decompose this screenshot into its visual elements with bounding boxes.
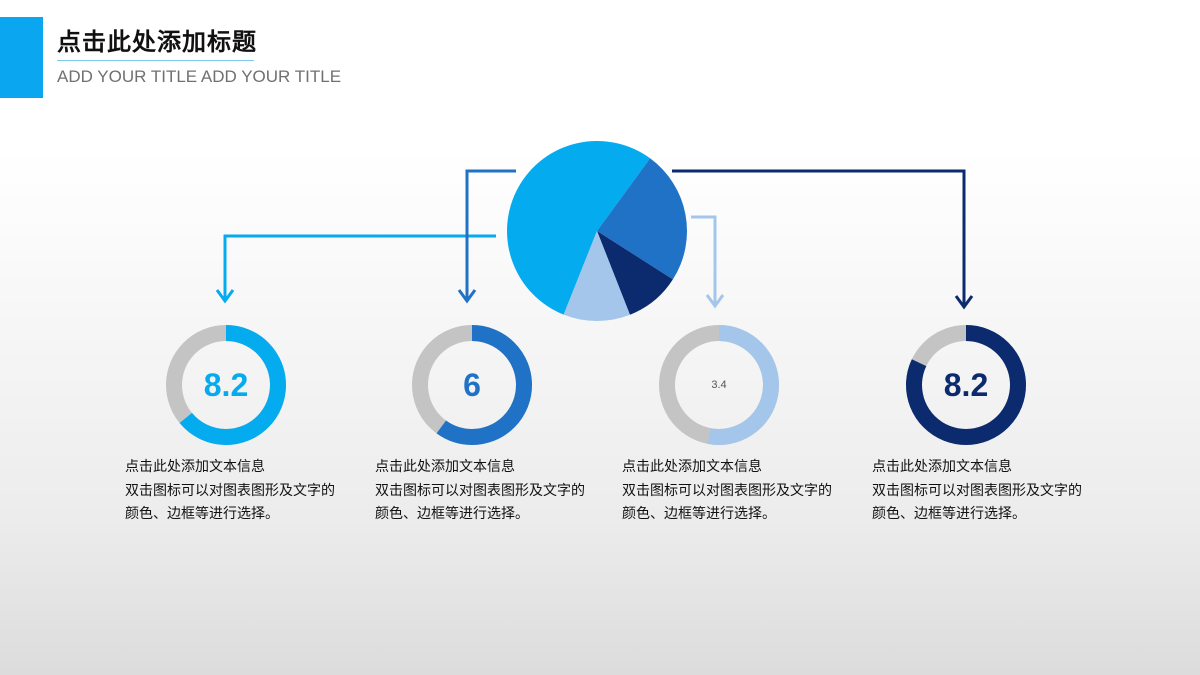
description-block-1: 点击此处添加文本信息 双击图标可以对图表图形及文字的 颜色、边框等进行选择。 [125,456,365,527]
description-block-3: 点击此处添加文本信息 双击图标可以对图表图形及文字的 颜色、边框等进行选择。 [622,456,862,527]
donut-value-label-4: 8.2 [944,367,988,403]
accent-bar [0,17,43,98]
page-title: 点击此处添加标题 [57,28,257,56]
arrowhead-1 [215,289,235,304]
arrowhead-4 [954,295,974,310]
donut-value-label-2: 6 [463,367,481,403]
description-body: 颜色、边框等进行选择。 [125,506,279,522]
connector-arrows [215,169,974,310]
description-body: 颜色、边框等进行选择。 [375,506,529,522]
page-subtitle: ADD YOUR TITLE ADD YOUR TITLE [57,67,342,86]
pie-slice-2 [597,158,688,280]
description-body: 双击图标可以对图表图形及文字的 [872,482,1082,499]
description-block-2: 点击此处添加文本信息 双击图标可以对图表图形及文字的 颜色、边框等进行选择。 [375,456,615,527]
pie-slice-4 [563,231,630,322]
donut-value-label-3: 3.4 [711,379,726,391]
pie-chart [507,141,688,322]
connector-line-3 [691,215,717,305]
title-underline [57,60,254,61]
donut-charts: 8.2 6 3.4 8.2 [166,325,1026,445]
donut-value-arc-1 [166,325,286,445]
description-body: 双击图标可以对图表图形及文字的 [375,482,585,499]
connector-line-4 [672,169,966,306]
description-body: 颜色、边框等进行选择。 [622,506,776,522]
donut-value-label-1: 8.2 [204,367,248,403]
pie-slice-1 [507,141,651,315]
description-heading: 点击此处添加文本信息 [375,459,515,475]
description-heading: 点击此处添加文本信息 [125,459,265,475]
description-heading: 点击此处添加文本信息 [872,459,1012,475]
arrowhead-2 [457,289,477,304]
description-block-4: 点击此处添加文本信息 双击图标可以对图表图形及文字的 颜色、边框等进行选择。 [872,456,1112,527]
donut-value-arc-4 [906,325,1026,445]
arrowhead-3 [705,294,725,309]
pie-slice-3 [597,231,673,315]
donut-value-arc-3 [659,325,779,445]
description-body: 颜色、边框等进行选择。 [872,506,1026,522]
connector-line-1 [223,234,496,300]
description-body: 双击图标可以对图表图形及文字的 [125,482,335,499]
description-body: 双击图标可以对图表图形及文字的 [622,482,832,499]
connector-line-2 [465,169,516,300]
donut-value-arc-2 [412,325,532,445]
description-heading: 点击此处添加文本信息 [622,459,762,475]
